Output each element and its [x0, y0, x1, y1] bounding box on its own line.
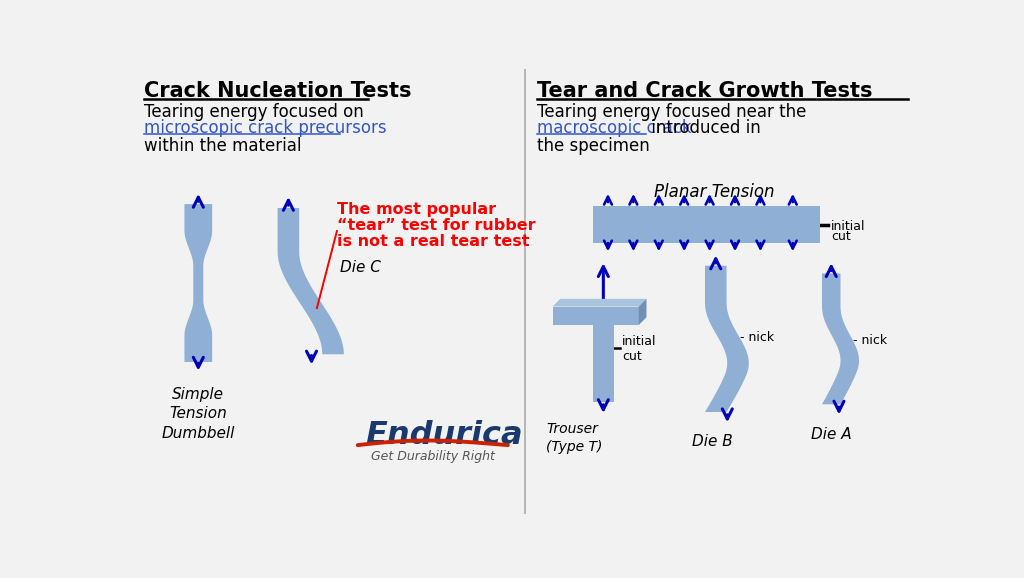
Text: Die C: Die C [340, 260, 381, 275]
Text: The most popular: The most popular [337, 202, 496, 217]
Polygon shape [184, 204, 212, 362]
Text: the specimen: the specimen [538, 137, 650, 155]
Polygon shape [553, 306, 639, 402]
Bar [593, 206, 819, 243]
Text: Die A: Die A [811, 427, 852, 442]
Polygon shape [822, 273, 859, 404]
Text: Tear and Crack Growth Tests: Tear and Crack Growth Tests [538, 81, 872, 101]
Text: “tear” test for rubber: “tear” test for rubber [337, 218, 536, 233]
Text: introduced in: introduced in [646, 120, 761, 138]
Text: Get Durability Right: Get Durability Right [371, 450, 495, 463]
Text: is not a real tear test: is not a real tear test [337, 234, 529, 249]
Text: - nick: - nick [740, 331, 774, 344]
Text: cut: cut [831, 229, 851, 243]
Text: Tearing energy focused on: Tearing energy focused on [144, 103, 365, 121]
Polygon shape [639, 299, 646, 325]
Text: initial: initial [831, 220, 865, 234]
Text: Crack Nucleation Tests: Crack Nucleation Tests [144, 81, 412, 101]
Text: Trouser
(Type T): Trouser (Type T) [547, 422, 603, 454]
Text: macroscopic crack: macroscopic crack [538, 120, 692, 138]
Text: Simple
Tension
Dumbbell: Simple Tension Dumbbell [162, 387, 234, 441]
Text: Planar Tension: Planar Tension [654, 183, 774, 201]
Text: Die B: Die B [691, 434, 732, 449]
Text: initial
cut: initial cut [622, 335, 656, 363]
Polygon shape [278, 208, 344, 354]
Text: within the material: within the material [144, 137, 302, 155]
Text: Endurica: Endurica [366, 420, 523, 451]
Text: - nick: - nick [853, 334, 887, 347]
Text: microscopic crack precursors: microscopic crack precursors [144, 120, 387, 138]
Polygon shape [705, 266, 749, 412]
Text: Tearing energy focused near the: Tearing energy focused near the [538, 103, 807, 121]
Polygon shape [553, 299, 646, 306]
